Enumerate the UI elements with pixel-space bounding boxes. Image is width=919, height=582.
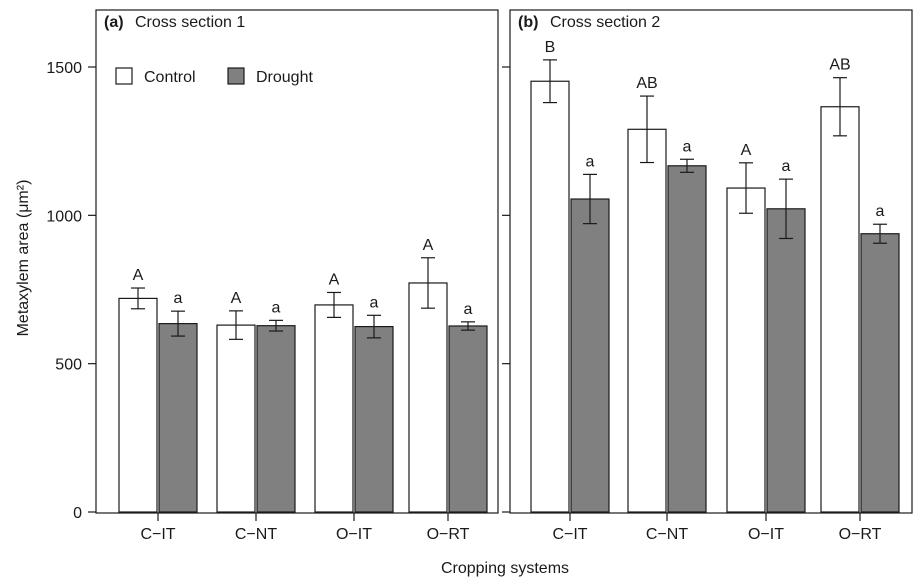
x-tick-label: O−IT (748, 526, 784, 543)
significance-label: a (464, 301, 473, 318)
y-tick-label: 1500 (46, 60, 82, 77)
significance-label: AB (636, 75, 657, 92)
error-bar (873, 223, 887, 244)
error-bar (680, 158, 694, 173)
bar-control (627, 128, 667, 513)
panel-frame (509, 9, 913, 514)
panel-frame (95, 9, 499, 514)
bar-control (726, 187, 766, 513)
error-bar (229, 310, 243, 340)
legend-label-drought: Drought (256, 69, 313, 86)
significance-label: a (586, 153, 595, 170)
x-tick-label: O−IT (336, 526, 372, 543)
x-tick-label: O−RT (427, 526, 470, 543)
significance-label: a (272, 299, 281, 316)
bar-drought (158, 323, 198, 513)
error-bar (171, 310, 185, 337)
bar-drought (354, 325, 394, 513)
bar-drought (766, 208, 806, 513)
error-bar (327, 291, 341, 318)
error-bar (583, 173, 597, 225)
bar-drought (860, 233, 900, 513)
y-tick-label: 1000 (46, 208, 82, 225)
error-bar (833, 77, 847, 137)
x-tick-label: C−NT (235, 526, 277, 543)
error-bar (269, 319, 283, 332)
legend: Control Drought (115, 67, 313, 86)
error-bar (779, 178, 793, 240)
error-bar (640, 95, 654, 164)
error-bar (739, 162, 753, 214)
significance-label: AB (829, 57, 850, 74)
y-axis-label: Metaxylem area (μm²) (15, 180, 32, 337)
significance-label: A (231, 290, 242, 307)
significance-label: A (741, 142, 752, 159)
x-tick-label: O−RT (839, 526, 882, 543)
bar-drought (570, 198, 610, 513)
bar-control (820, 106, 860, 513)
significance-label: a (876, 203, 885, 220)
error-bar (131, 287, 145, 310)
significance-label: a (370, 294, 379, 311)
significance-label: a (174, 290, 183, 307)
legend-swatch-control (115, 67, 133, 85)
bar-control (118, 297, 158, 513)
error-bar (543, 59, 557, 104)
error-bar (461, 321, 475, 331)
bar-control (216, 324, 256, 513)
bar-drought (667, 165, 707, 513)
x-tick-label: C−IT (140, 526, 175, 543)
chart-panel-2: (b) Cross section 2 C−IT Ba C−NT AB a O−IT Aa O−R… (502, 9, 913, 543)
bar-drought (256, 325, 296, 513)
legend-label-control: Control (144, 69, 196, 86)
error-bar (421, 257, 435, 309)
significance-label: B (545, 39, 556, 56)
bar-control (314, 304, 354, 513)
panel-letter: (b) (518, 14, 538, 31)
y-tick-label: 500 (55, 357, 82, 374)
x-axis-label: Cropping systems (441, 560, 569, 577)
chart-panel-1: (a) Cross section 1 0 500 1000 1500 C−IT Aa C−NT… (46, 9, 499, 543)
y-tick-label: 0 (73, 505, 82, 522)
significance-label: a (782, 158, 791, 175)
error-bar (367, 314, 381, 339)
legend-swatch-drought (227, 67, 245, 85)
x-tick-label: C−NT (646, 526, 688, 543)
bar-control (408, 282, 448, 513)
bar-drought (448, 325, 488, 513)
significance-label: A (423, 237, 434, 254)
significance-label: A (329, 271, 340, 288)
significance-label: a (683, 138, 692, 155)
significance-label: A (133, 267, 144, 284)
panel-title: Cross section 2 (550, 14, 660, 31)
panel-letter: (a) (104, 14, 124, 31)
x-tick-label: C−IT (552, 526, 587, 543)
bar-control (530, 80, 570, 513)
panel-title: Cross section 1 (135, 14, 245, 31)
